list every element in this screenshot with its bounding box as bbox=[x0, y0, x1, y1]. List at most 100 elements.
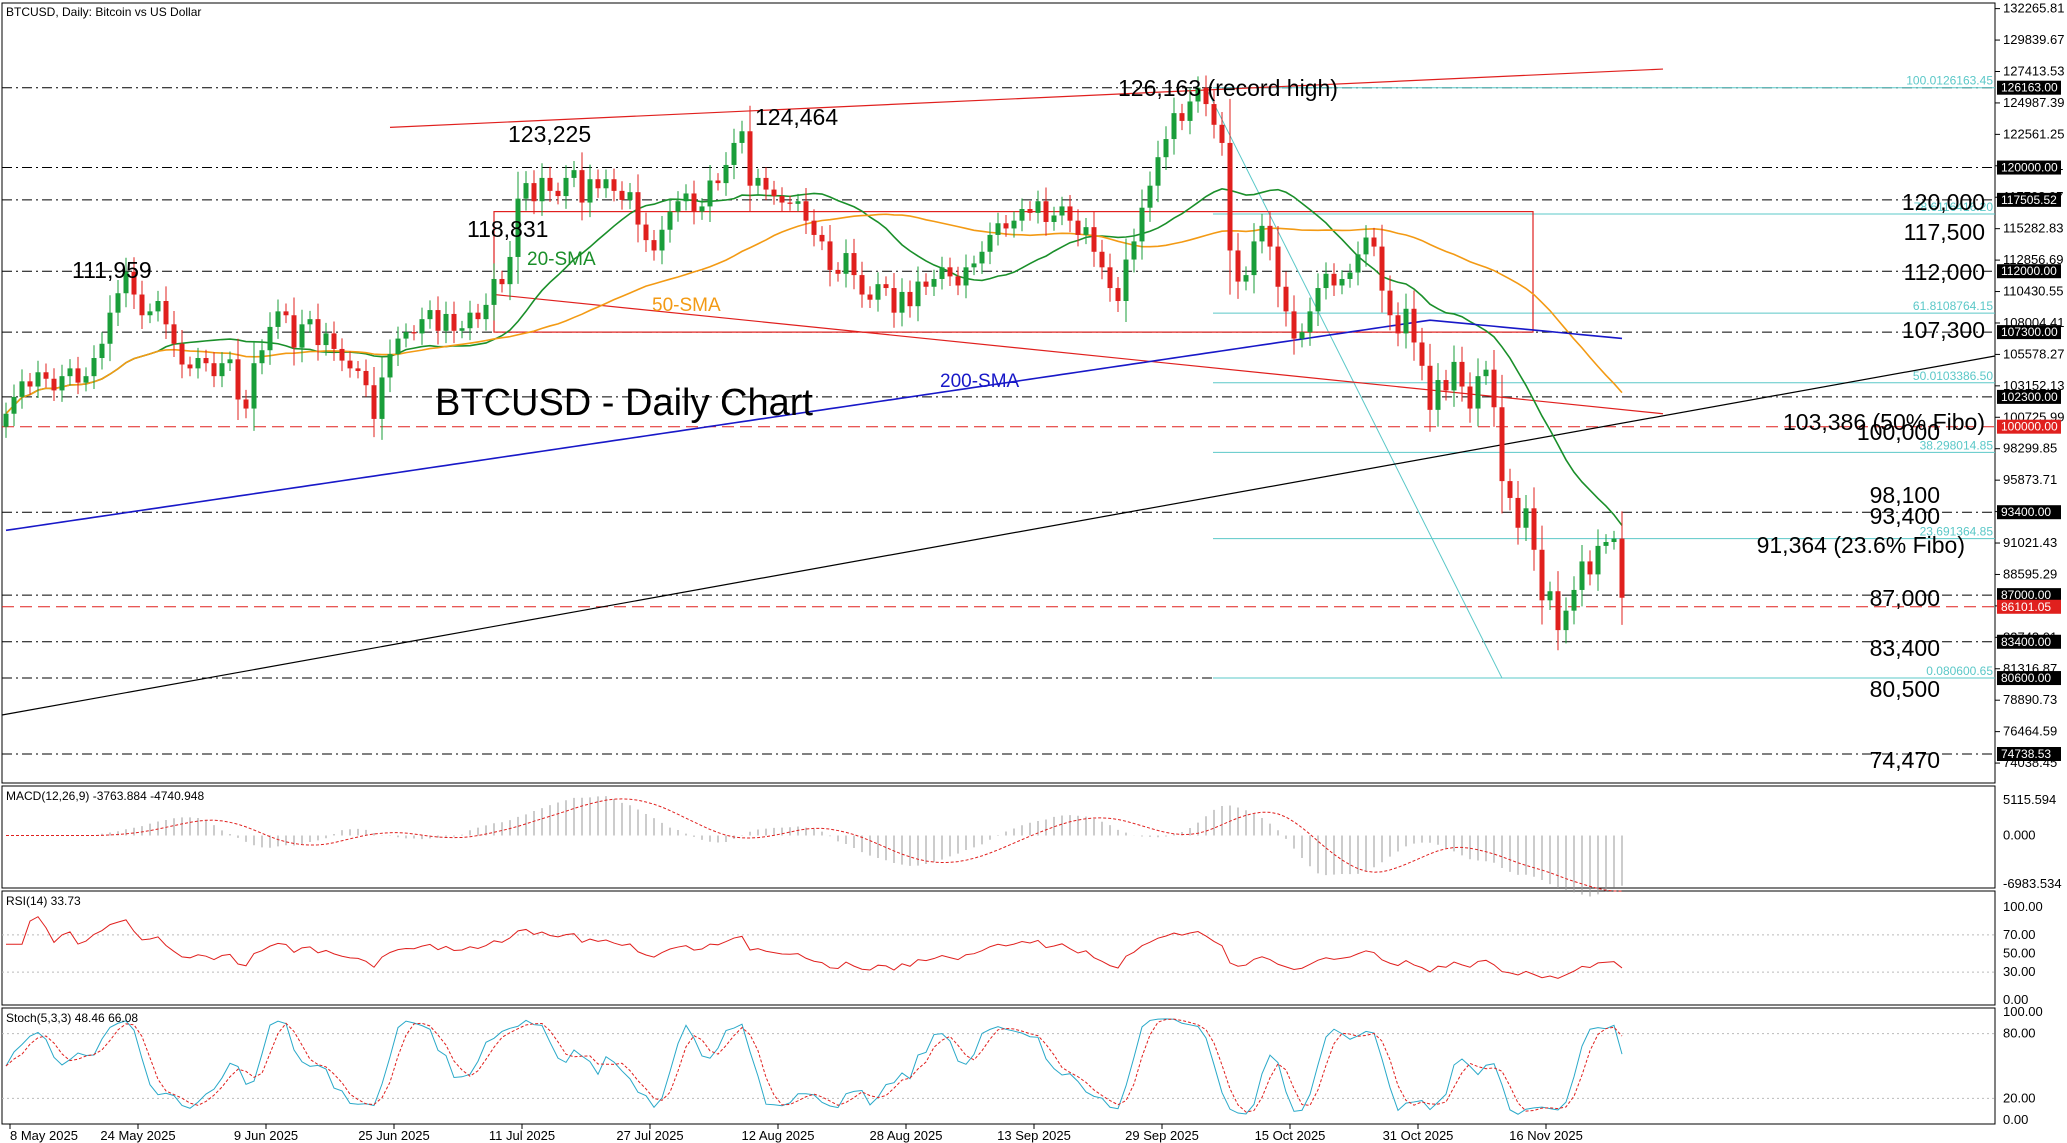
candle-body bbox=[707, 180, 713, 207]
candle-body bbox=[163, 301, 169, 325]
candle-body bbox=[267, 326, 273, 351]
candle-body bbox=[1027, 209, 1033, 213]
price-annotation: 93,400 bbox=[1870, 503, 1940, 529]
candle-body bbox=[795, 201, 801, 204]
candle-body bbox=[1267, 225, 1273, 247]
level-price-box bbox=[1997, 599, 2061, 614]
candle-body bbox=[179, 343, 185, 365]
candle-body bbox=[915, 281, 921, 307]
candle-body bbox=[987, 234, 993, 252]
rsi-indicator: 100.00 70.00 50.00 30.00 0.00 bbox=[2, 899, 2043, 1007]
candle-body bbox=[507, 256, 513, 285]
candle-body bbox=[531, 183, 537, 202]
candle-body bbox=[1611, 538, 1617, 543]
time-tick-label: 8 May 2025 bbox=[10, 1128, 78, 1143]
price-annotation: 111,959 bbox=[72, 257, 152, 283]
price-annotation: 83,400 bbox=[1870, 635, 1940, 661]
rsi-pane[interactable] bbox=[1, 890, 1996, 1006]
candle-body bbox=[1507, 481, 1513, 498]
candle-body bbox=[1059, 206, 1065, 216]
price-pane[interactable] bbox=[1, 2, 1996, 784]
level-price-box bbox=[1997, 634, 2061, 649]
macd-title: MACD(12,26,9) -3763.884 -4740.948 bbox=[6, 789, 204, 803]
candle-body bbox=[363, 370, 369, 386]
candle-body bbox=[1443, 380, 1449, 391]
candle-body bbox=[667, 211, 673, 230]
stoch-tick-label: 100.00 bbox=[2003, 1004, 2043, 1019]
candle-body bbox=[123, 271, 129, 294]
candle-body bbox=[675, 201, 681, 212]
time-tick-label: 13 Sep 2025 bbox=[997, 1128, 1071, 1143]
candle-body bbox=[715, 180, 721, 184]
candle-body bbox=[651, 240, 657, 251]
candle-body bbox=[1099, 251, 1105, 268]
level-price-label: 80600.00 bbox=[2001, 671, 2051, 685]
candle-body bbox=[3, 413, 9, 427]
candle-body bbox=[1467, 386, 1473, 409]
candle-body bbox=[83, 376, 89, 383]
candle-body bbox=[883, 284, 889, 289]
level-price-box bbox=[1997, 746, 2061, 761]
candle-body bbox=[699, 206, 705, 212]
candle-body bbox=[387, 354, 393, 378]
candle-body bbox=[811, 220, 817, 235]
time-tick-label: 27 Jul 2025 bbox=[616, 1128, 683, 1143]
candle-body bbox=[891, 288, 897, 313]
level-price-box bbox=[1997, 505, 2061, 520]
candle-body bbox=[595, 179, 601, 189]
candle-body bbox=[1259, 225, 1265, 242]
candle-body bbox=[139, 294, 145, 316]
candle-body bbox=[1347, 272, 1353, 279]
macd-pane[interactable] bbox=[1, 785, 1996, 889]
time-tick-label: 28 Aug 2025 bbox=[869, 1128, 942, 1143]
candle-body bbox=[1515, 497, 1521, 528]
level-price-box bbox=[1997, 325, 2061, 340]
candle-body bbox=[1227, 142, 1233, 251]
candle-body bbox=[627, 192, 633, 200]
level-price-box bbox=[1997, 160, 2061, 175]
candle-body bbox=[803, 201, 809, 221]
candle-body bbox=[419, 319, 425, 334]
level-price-label: 93400.00 bbox=[2001, 505, 2051, 519]
candle-body bbox=[1379, 246, 1385, 291]
candle-body bbox=[1195, 87, 1201, 102]
candle-body bbox=[1403, 308, 1409, 334]
level-price-label: 126163.00 bbox=[2001, 81, 2058, 95]
candle-body bbox=[963, 267, 969, 286]
candle-body bbox=[1067, 206, 1073, 221]
rsi-tick-label: 30.00 bbox=[2003, 964, 2036, 979]
candle-body bbox=[27, 381, 33, 387]
candle-body bbox=[435, 310, 441, 331]
candle-body bbox=[1331, 273, 1337, 286]
candle-body bbox=[11, 396, 17, 414]
candle-body bbox=[1011, 220, 1017, 229]
candle-body bbox=[371, 385, 377, 419]
candle-body bbox=[51, 378, 57, 391]
candle-body bbox=[851, 253, 857, 276]
price-annotation: 87,000 bbox=[1870, 585, 1940, 611]
candle-body bbox=[1419, 342, 1425, 366]
level-price-box bbox=[1997, 389, 2061, 404]
level-price-box bbox=[1997, 80, 2061, 95]
chart-watermark: BTCUSD - Daily Chart bbox=[435, 382, 813, 424]
candle-body bbox=[91, 358, 97, 377]
candle-body bbox=[1171, 113, 1177, 140]
candle-body bbox=[187, 364, 193, 369]
candle-body bbox=[195, 358, 201, 369]
candle-body bbox=[1139, 207, 1145, 242]
candle-body bbox=[35, 372, 41, 387]
level-price-box bbox=[1997, 588, 2061, 603]
stoch-pane[interactable] bbox=[1, 1007, 1996, 1125]
candle-body bbox=[67, 368, 73, 377]
candle-body bbox=[1243, 275, 1249, 282]
sma50-label: 50-SMA bbox=[652, 295, 721, 316]
candle-body bbox=[1315, 288, 1321, 312]
candle-body bbox=[867, 294, 873, 300]
candle-body bbox=[603, 179, 609, 189]
candle-body bbox=[427, 310, 433, 320]
candle-body bbox=[779, 196, 785, 203]
price-tick-label: 110430.55 bbox=[2003, 284, 2064, 299]
candle-body bbox=[355, 368, 361, 371]
candle-body bbox=[283, 311, 289, 316]
